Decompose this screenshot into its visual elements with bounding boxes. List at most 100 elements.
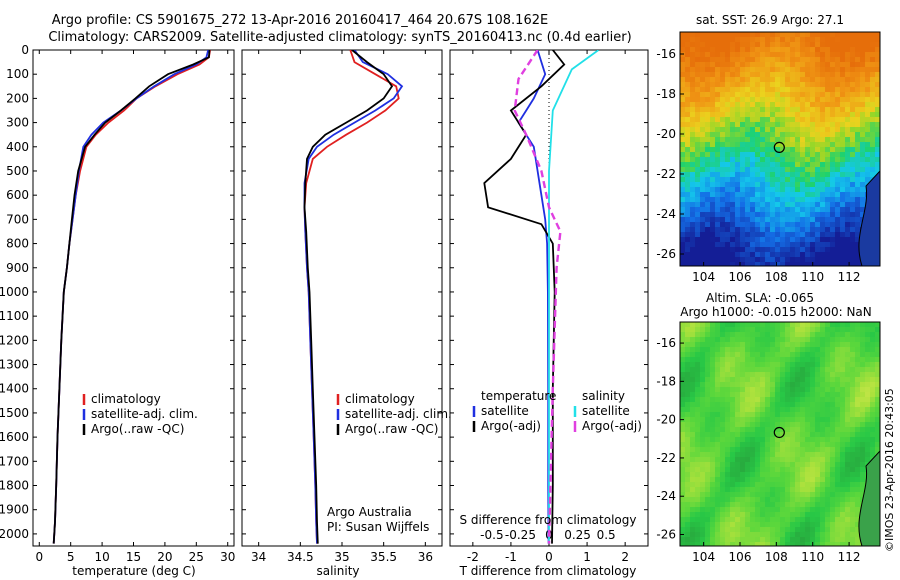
sla-map-title-line2: Argo h1000: -0.015 h2000: NaN [680, 305, 872, 319]
argo-float-marker [773, 141, 785, 153]
temperature-diff-tick-label: -1 [505, 550, 517, 564]
legend-label: Argo(-adj) [582, 419, 642, 433]
temperature-series-line [52, 50, 211, 544]
map-ytick-label: -20 [656, 413, 676, 427]
sla-map-panel: 104 106 108 110 112 -16 -18 -20 -22 -24 -26 [656, 321, 881, 564]
salinity-series-line [303, 50, 394, 544]
map-xtick-label: 104 [692, 270, 715, 284]
sst-map-panel: 104 106 108 110 112 -16 -18 -20 -22 -24 -26 [656, 31, 881, 284]
depth-tick-label: 300 [6, 116, 29, 130]
coastline-contour [858, 450, 880, 546]
sst-map-title: sat. SST: 26.9 Argo: 27.1 [696, 13, 844, 27]
depth-tick-label: 1600 [0, 430, 29, 444]
coastline-contour [858, 170, 880, 266]
depth-tick-label: 400 [6, 140, 29, 154]
imos-watermark: ©IMOS 23-Apr-2016 20:43:05 [883, 388, 896, 552]
legend-label: Argo(..raw -QC) [345, 422, 438, 436]
map-frame [679, 31, 881, 267]
map-ytick-label: -16 [656, 336, 676, 350]
salinity-xtick-label: 34 [251, 550, 266, 564]
temperature-xtick-label: 5 [67, 550, 75, 564]
salinity-annotation-line2: PI: Susan Wijffels [327, 520, 429, 534]
depth-tick-label: 100 [6, 67, 29, 81]
depth-tick-label: 1900 [0, 503, 29, 517]
figure-title-line2: Climatology: CARS2009. Satellite-adjuste… [48, 30, 631, 45]
legend-label: Argo(-adj) [481, 419, 541, 433]
sla-map-field [680, 322, 880, 546]
legend-label: satellite-adj. clim. [91, 407, 198, 421]
salinity-xlabel: salinity [316, 564, 359, 578]
depth-tick-label: 1100 [0, 309, 29, 323]
depth-tick-label: 1500 [0, 406, 29, 420]
sla-map-title-line1: Altim. SLA: -0.065 [706, 291, 814, 305]
temperature-series-line [52, 50, 211, 544]
temperature-xtick-label: 25 [189, 550, 204, 564]
depth-tick-label: 0 [21, 43, 29, 57]
map-ytick-label: -26 [656, 528, 676, 542]
depth-tick-label: 1800 [0, 479, 29, 493]
temperature-profile-panel: 0100200300400500600700800900100011001200… [0, 43, 235, 564]
difference-series-line [513, 50, 562, 544]
depth-tick-label: 900 [6, 261, 29, 275]
salinity-xtick-label: 34.5 [287, 550, 314, 564]
salinity-diff-tick-label: 0.25 [564, 528, 591, 542]
salinity-xtick-label: 36 [418, 550, 433, 564]
difference-series-line [483, 50, 566, 544]
map-frame [679, 321, 881, 547]
depth-tick-label: 1400 [0, 382, 29, 396]
depth-tick-label: 1300 [0, 358, 29, 372]
legend-label: satellite [481, 404, 529, 418]
map-xtick-label: 112 [838, 550, 861, 564]
depth-tick-label: 600 [6, 188, 29, 202]
map-xtick-label: 110 [801, 550, 824, 564]
difference-top-label: S difference from climatology [460, 513, 637, 527]
map-xtick-label: 108 [765, 550, 788, 564]
salinity-annotation-line1: Argo Australia [327, 505, 412, 519]
salinity-xtick-label: 35 [334, 550, 349, 564]
map-ytick-label: -22 [656, 167, 676, 181]
legend-label: satellite [582, 404, 630, 418]
legend-label: Argo(..raw -QC) [91, 422, 184, 436]
map-ytick-label: -24 [656, 489, 676, 503]
temperature-series-line [52, 50, 210, 544]
map-xtick-label: 106 [729, 270, 752, 284]
depth-tick-label: 1000 [0, 285, 29, 299]
difference-series-line [517, 50, 550, 544]
legend-temperature-title: temperature [481, 389, 556, 403]
map-xtick-label: 110 [801, 270, 824, 284]
salinity-diff-tick-label: -0.25 [505, 528, 536, 542]
map-ytick-label: -18 [656, 87, 676, 101]
temperature-diff-tick-label: 0 [545, 550, 553, 564]
sst-map-field [680, 32, 880, 266]
map-xtick-label: 104 [692, 550, 715, 564]
temperature-xtick-label: 10 [94, 550, 109, 564]
depth-tick-label: 700 [6, 212, 29, 226]
map-ytick-label: -26 [656, 247, 676, 261]
map-ytick-label: -22 [656, 451, 676, 465]
temperature-diff-tick-label: 1 [583, 550, 591, 564]
depth-tick-label: 800 [6, 237, 29, 251]
temperature-xlabel: temperature (deg C) [72, 564, 195, 578]
depth-tick-label: 1700 [0, 454, 29, 468]
argo-float-marker [773, 426, 785, 439]
temperature-xtick-label: 0 [35, 550, 43, 564]
depth-tick-label: 500 [6, 164, 29, 178]
temperature-xtick-label: 15 [126, 550, 141, 564]
figure-title-line1: Argo profile: CS 5901675_272 13-Apr-2016… [52, 13, 548, 28]
map-ytick-label: -16 [656, 47, 676, 61]
temperature-diff-tick-label: -2 [467, 550, 479, 564]
temperature-xtick-label: 20 [157, 550, 172, 564]
salinity-xtick-label: 35.5 [370, 550, 397, 564]
legend-label: climatology [91, 392, 161, 406]
depth-tick-label: 2000 [0, 527, 29, 541]
map-ytick-label: -24 [656, 207, 676, 221]
salinity-profile-panel: 34 34.5 35 35.5 36 climatologysatellite-adj. … [241, 49, 452, 564]
temperature-xtick-label: 30 [220, 550, 235, 564]
map-xtick-label: 108 [765, 270, 788, 284]
legend-label: climatology [345, 392, 415, 406]
difference-xlabel: T difference from climatology [459, 564, 637, 578]
map-ytick-label: -20 [656, 127, 676, 141]
salinity-series-line [303, 50, 404, 544]
